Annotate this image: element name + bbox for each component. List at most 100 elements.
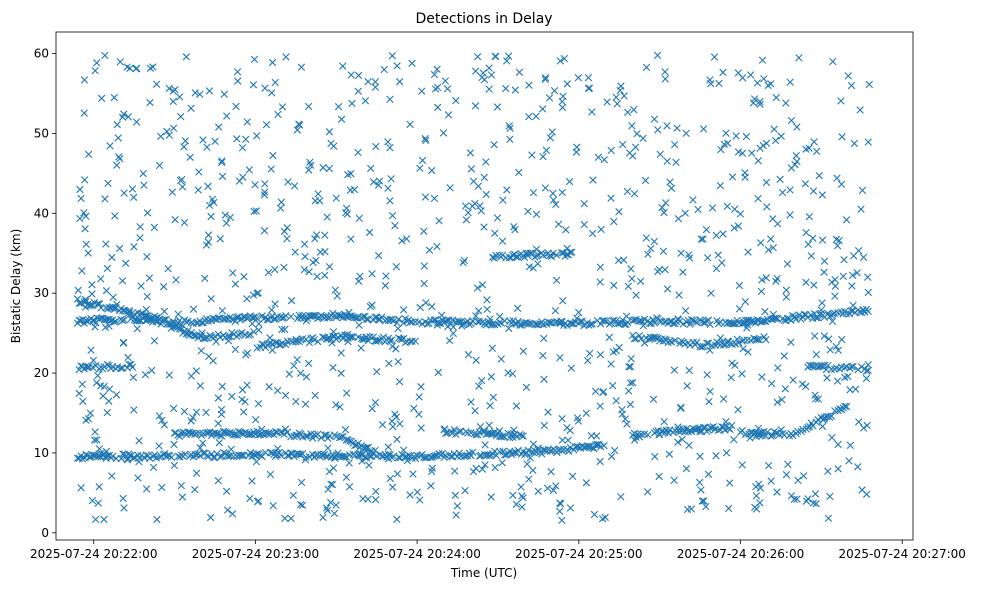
detection-point	[667, 184, 676, 192]
detection-point	[857, 363, 866, 371]
detection-point	[505, 324, 513, 333]
detection-point	[483, 305, 491, 314]
detection-point	[369, 178, 378, 186]
detection-point	[555, 507, 564, 516]
detection-point	[789, 376, 797, 384]
detection-point	[246, 330, 255, 339]
chart-title: Detections in Delay	[415, 11, 552, 27]
detection-point	[156, 453, 164, 461]
detection-point	[864, 288, 873, 297]
detection-point	[165, 84, 173, 93]
detection-point	[74, 286, 82, 294]
detection-point	[810, 332, 819, 340]
detection-point	[120, 504, 128, 512]
detection-point	[333, 292, 341, 300]
detection-point	[674, 438, 682, 446]
detection-point	[192, 429, 201, 438]
detection-point	[751, 503, 759, 511]
detection-point	[91, 515, 100, 524]
detection-point	[670, 366, 679, 374]
detection-point	[218, 172, 227, 181]
detection-point	[139, 169, 147, 178]
detection-point	[108, 472, 116, 480]
detection-point	[540, 421, 548, 430]
detection-point	[201, 274, 209, 283]
detection-point	[150, 223, 159, 232]
detection-point	[428, 302, 436, 311]
detection-point	[453, 502, 462, 510]
detection-point	[799, 472, 808, 480]
detection-point	[172, 276, 180, 284]
x-axis: 2025-07-24 20:22:00 2025-07-24 20:23:00 20…	[30, 540, 966, 561]
detection-point	[344, 337, 352, 346]
detection-point	[260, 188, 269, 196]
detection-point	[802, 497, 811, 505]
detection-point	[624, 387, 633, 395]
detection-point	[547, 468, 555, 476]
detection-point	[474, 307, 483, 315]
detection-point	[587, 432, 596, 440]
detection-point	[122, 259, 130, 268]
detection-point	[617, 493, 625, 501]
y-tick-label: 0	[41, 526, 49, 540]
detection-point	[813, 147, 821, 156]
detection-point	[505, 122, 513, 130]
detection-point	[319, 513, 327, 522]
detection-point	[371, 446, 379, 455]
detection-point	[588, 108, 596, 116]
detection-point	[91, 67, 99, 75]
detection-point	[368, 270, 376, 278]
detection-point	[674, 215, 683, 223]
detection-point	[862, 367, 871, 375]
detection-point	[330, 509, 339, 518]
detection-point	[826, 346, 834, 354]
detection-point	[519, 347, 527, 355]
detection-point	[406, 491, 414, 499]
detection-point	[149, 463, 158, 472]
detection-point	[608, 382, 617, 390]
detection-point	[169, 87, 177, 95]
detection-point	[408, 59, 416, 67]
detection-point	[650, 237, 658, 246]
detection-point	[544, 408, 552, 416]
detection-point	[582, 479, 591, 487]
detection-point	[191, 89, 199, 97]
detection-point	[674, 315, 682, 323]
detection-point	[685, 441, 693, 450]
detection-point	[158, 483, 166, 492]
detection-point	[362, 443, 371, 452]
detection-point	[660, 208, 668, 217]
detection-point	[724, 139, 732, 147]
detection-point	[566, 426, 574, 435]
detection-point	[752, 492, 761, 500]
detection-point	[245, 166, 253, 174]
detection-point	[486, 315, 494, 323]
detection-point	[486, 402, 494, 410]
detection-point	[444, 111, 453, 119]
detection-point	[106, 142, 114, 150]
detection-point	[406, 120, 414, 129]
detection-point	[482, 158, 490, 166]
detection-point	[515, 168, 523, 177]
detection-point	[76, 185, 84, 194]
detection-point	[762, 139, 771, 147]
detection-point	[325, 128, 334, 136]
detection-point	[393, 515, 401, 524]
detection-point	[202, 241, 211, 249]
detection-point	[802, 145, 810, 153]
detection-point	[471, 406, 479, 415]
detection-point	[387, 175, 395, 183]
x-tick-label: 2025-07-24 20:25:00	[515, 547, 642, 561]
detection-point	[178, 493, 187, 501]
y-tick-label: 20	[34, 366, 49, 380]
detection-point	[618, 410, 626, 418]
detection-point	[660, 417, 668, 426]
detection-point	[152, 317, 160, 326]
detection-point	[364, 77, 372, 86]
detection-point	[772, 429, 780, 437]
detection-point	[273, 386, 282, 395]
detection-point	[231, 317, 239, 326]
detection-point	[639, 134, 647, 142]
detection-point	[128, 185, 137, 193]
detection-point	[283, 451, 292, 460]
